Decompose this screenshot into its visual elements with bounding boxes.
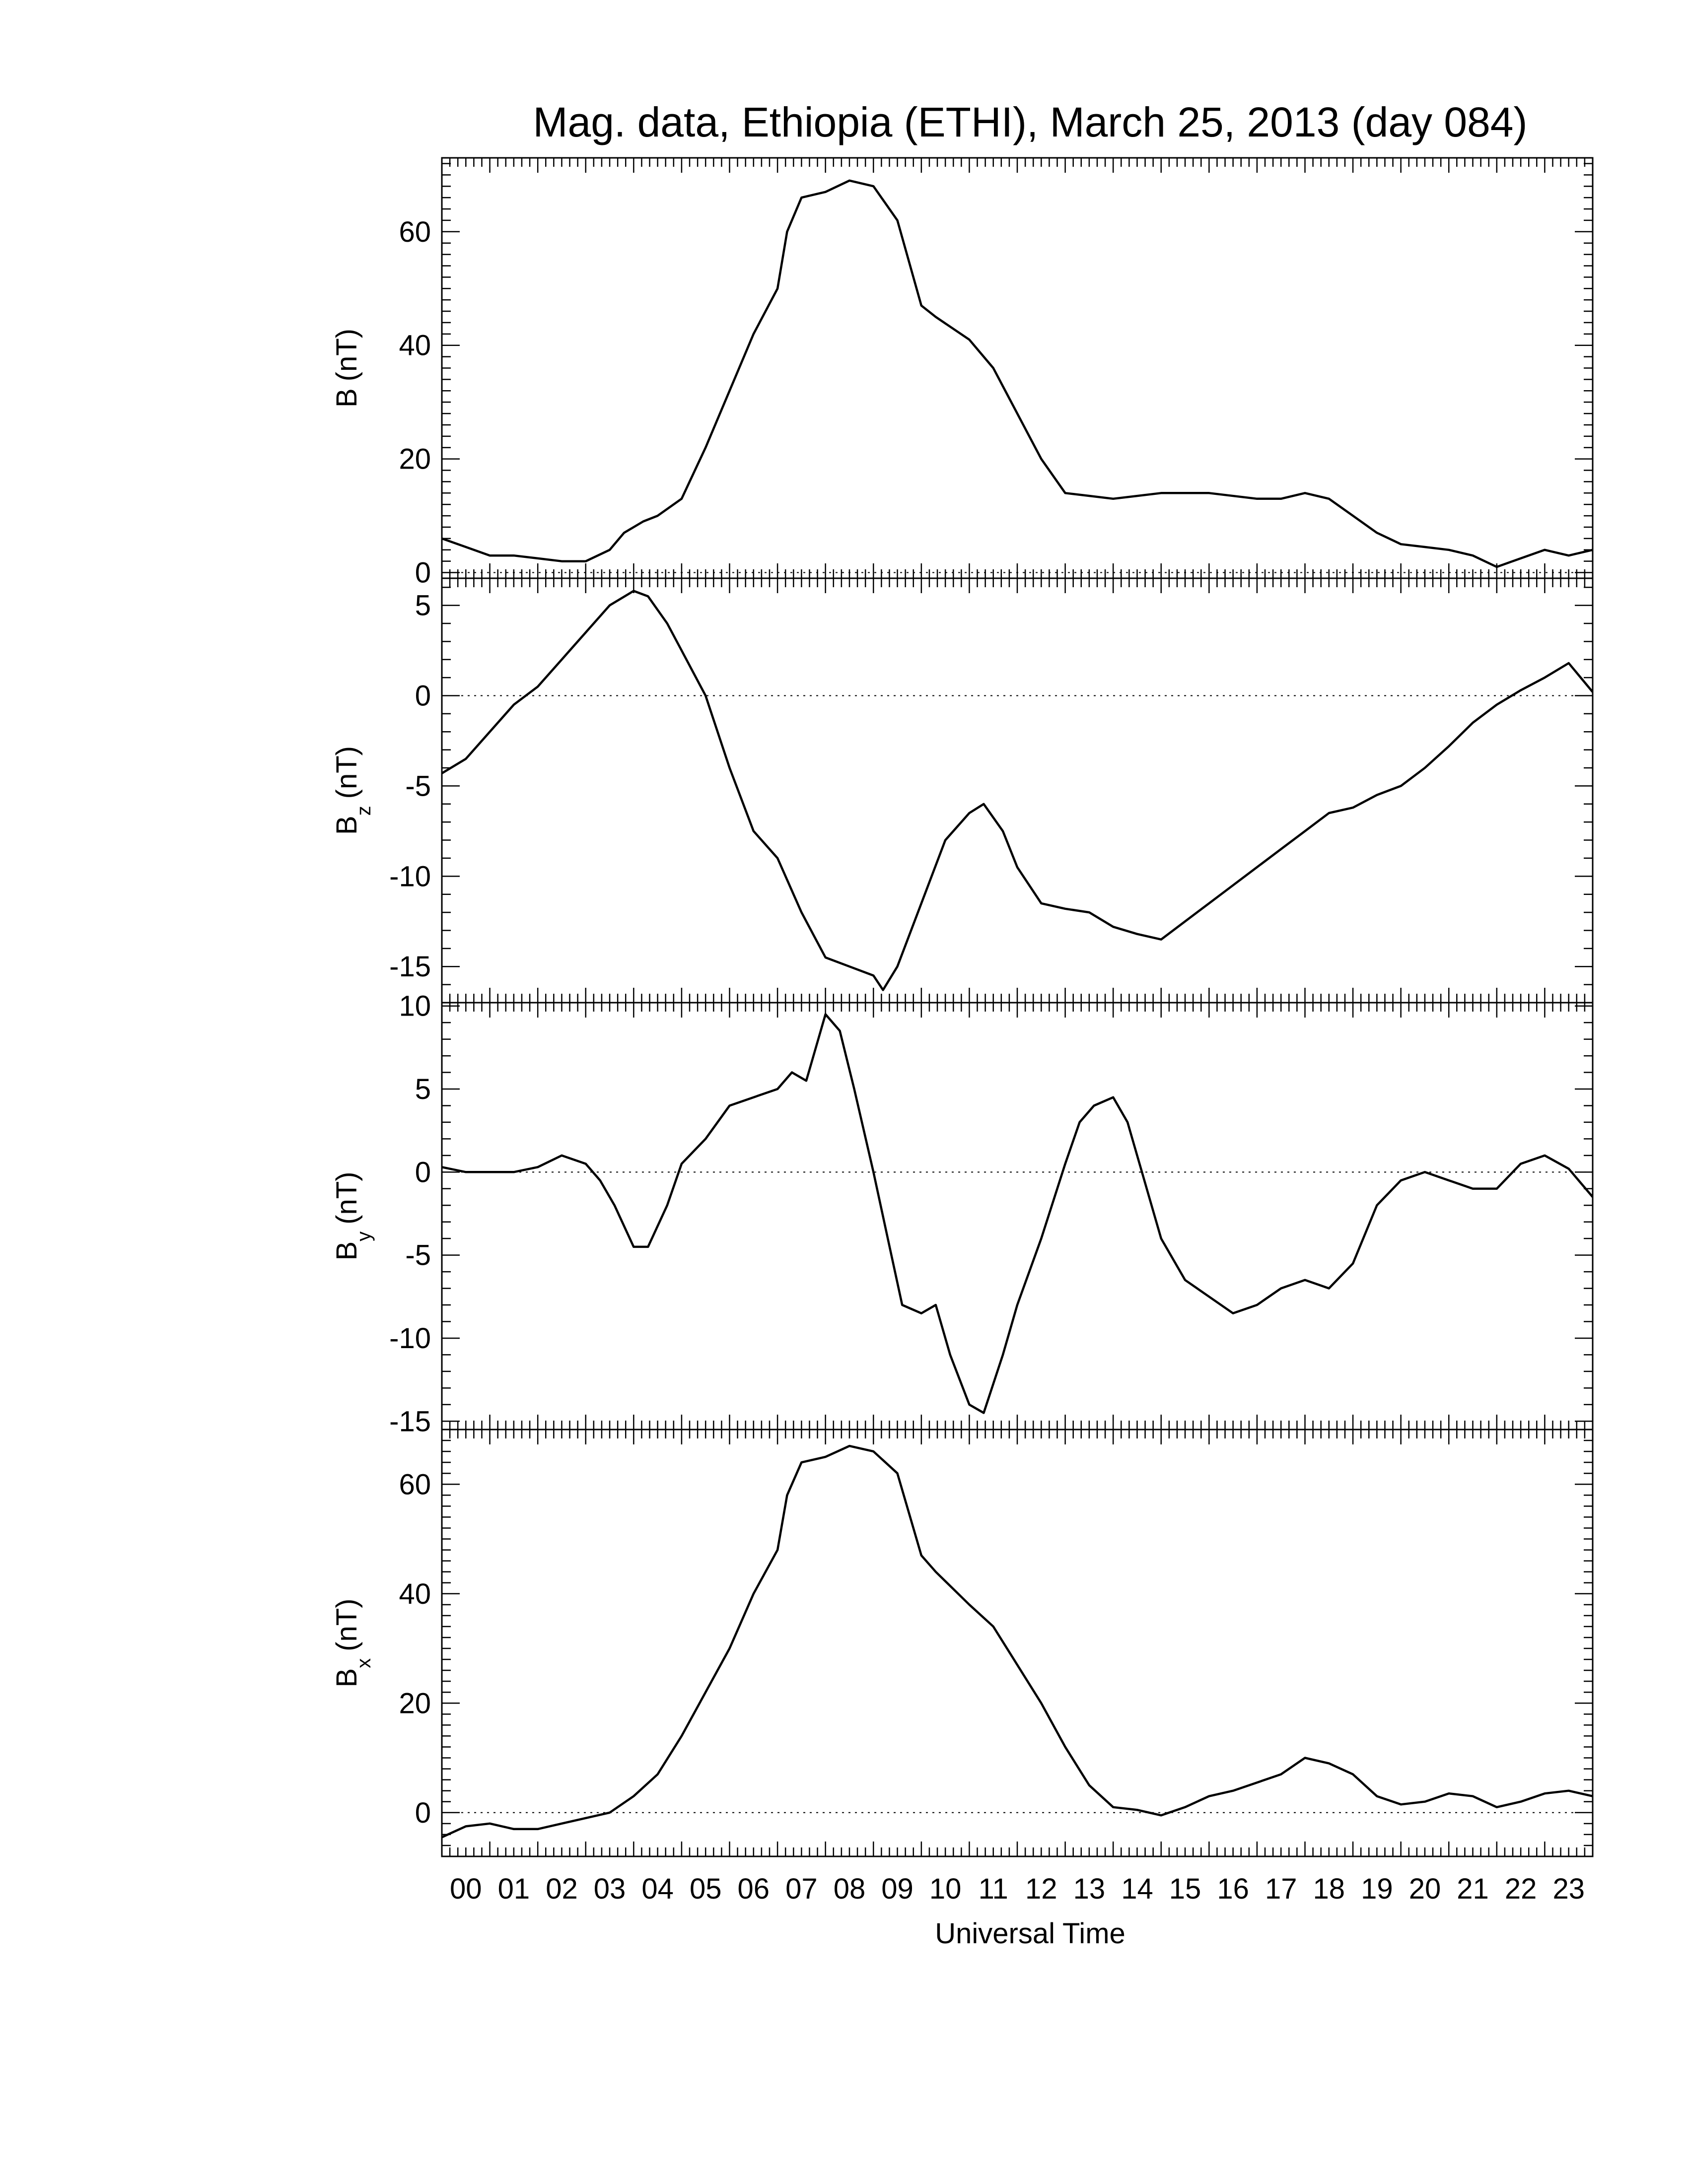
y-tick-label: 60 (399, 216, 431, 248)
panel-frame (441, 577, 1594, 1004)
x-tick-label: 19 (1361, 1873, 1393, 1905)
x-axis-title: Universal Time (935, 1917, 1125, 1950)
x-tick-label: 03 (594, 1873, 626, 1905)
x-tick-label: 04 (641, 1873, 674, 1905)
panel-By: 10 5 0 -5 -10 -15 By (nT) (331, 990, 1594, 1437)
y-axis-title-unit: (nT) (331, 329, 363, 381)
y-tick-label: -15 (389, 951, 431, 983)
x-tick-label: 21 (1457, 1873, 1489, 1905)
y-tick-label: 5 (415, 590, 431, 622)
y-axis-title-unit: (nT) (331, 1598, 363, 1651)
panel-frame (441, 1002, 1594, 1431)
x-tick-label: 00 (450, 1873, 482, 1905)
y-tick-label: 20 (399, 1687, 431, 1719)
y-axis-title: Bz (nT) (331, 746, 375, 835)
y-axis-title-main: B (331, 388, 363, 408)
x-tick-label: 05 (690, 1873, 722, 1905)
x-tick-label: 17 (1265, 1873, 1297, 1905)
x-tick-label: 12 (1025, 1873, 1057, 1905)
panel-Bx: 0 20 40 60 Bx (nT) (331, 1429, 1594, 1857)
y-tick-label: -10 (389, 1322, 431, 1355)
panel-frame (441, 1429, 1594, 1857)
series-line-Bx (442, 1444, 1593, 1839)
x-tick-label: 10 (929, 1873, 962, 1905)
y-tick-label: 60 (399, 1468, 431, 1501)
x-tick-label: 16 (1217, 1873, 1249, 1905)
y-axis-title: By (nT) (331, 1171, 375, 1260)
x-tick-label: 11 (979, 1873, 1008, 1905)
x-tick-label: 01 (498, 1873, 530, 1905)
y-axis-title: Bx (nT) (331, 1598, 375, 1687)
x-tick-label: 18 (1313, 1873, 1345, 1905)
y-axis-title-main: B (331, 1668, 363, 1688)
y-axis-title-main: B (331, 816, 363, 835)
chart-title: Mag. data, Ethiopia (ETHI), March 25, 20… (533, 99, 1528, 145)
x-tick-label: 02 (546, 1873, 578, 1905)
y-tick-label: -5 (405, 770, 431, 802)
y-tick-label: -5 (405, 1239, 431, 1272)
x-tick-label: 06 (738, 1873, 770, 1905)
y-axis-title: B (nT) (331, 329, 363, 408)
x-tick-label: 14 (1121, 1873, 1153, 1905)
y-tick-label: 20 (399, 443, 431, 476)
x-tick-label: 23 (1552, 1873, 1585, 1905)
y-axis-title-unit: (nT) (331, 1171, 363, 1224)
x-tick-label: 09 (881, 1873, 914, 1905)
series-line-By (442, 1013, 1593, 1414)
y-tick-label: 0 (415, 1797, 431, 1829)
panel-B: 0 20 40 60 B (nT) (331, 157, 1594, 589)
y-tick-label: -15 (389, 1405, 431, 1437)
x-tick-label: 22 (1505, 1873, 1537, 1905)
x-tick-labels: 00 01 02 03 04 05 06 07 08 09 10 11 12 13 14 15 16 17 18 19… (450, 1873, 1585, 1905)
panel-Bz: 5 0 -5 -10 -15 Bz (nT) (331, 577, 1594, 1004)
series-line-Bz (442, 590, 1593, 991)
y-axis-title-main: B (331, 1241, 363, 1261)
y-tick-label: 5 (415, 1073, 431, 1105)
y-tick-label: 10 (399, 990, 431, 1023)
panels: 0204060B(nT)50-5-10-15Bz(nT)1050-5-10-15… (331, 157, 1594, 1857)
x-tick-label: 15 (1169, 1873, 1201, 1905)
y-tick-label: 40 (399, 330, 431, 362)
x-tick-label: 13 (1073, 1873, 1106, 1905)
y-axis-title-sub: x (353, 1658, 375, 1668)
series-line-B (442, 179, 1593, 568)
y-tick-label: -10 (389, 860, 431, 892)
x-tick-label: 20 (1409, 1873, 1441, 1905)
panel-frame (441, 157, 1594, 579)
y-axis-title-sub: y (353, 1231, 375, 1241)
y-tick-label: 0 (415, 557, 431, 589)
x-tick-label: 08 (834, 1873, 866, 1905)
y-tick-label: 0 (415, 1156, 431, 1188)
x-tick-label: 07 (785, 1873, 818, 1905)
y-tick-label: 40 (399, 1578, 431, 1610)
y-axis-title-unit: (nT) (331, 746, 363, 799)
y-axis-title-sub: z (353, 806, 375, 816)
y-tick-label: 0 (415, 680, 431, 712)
